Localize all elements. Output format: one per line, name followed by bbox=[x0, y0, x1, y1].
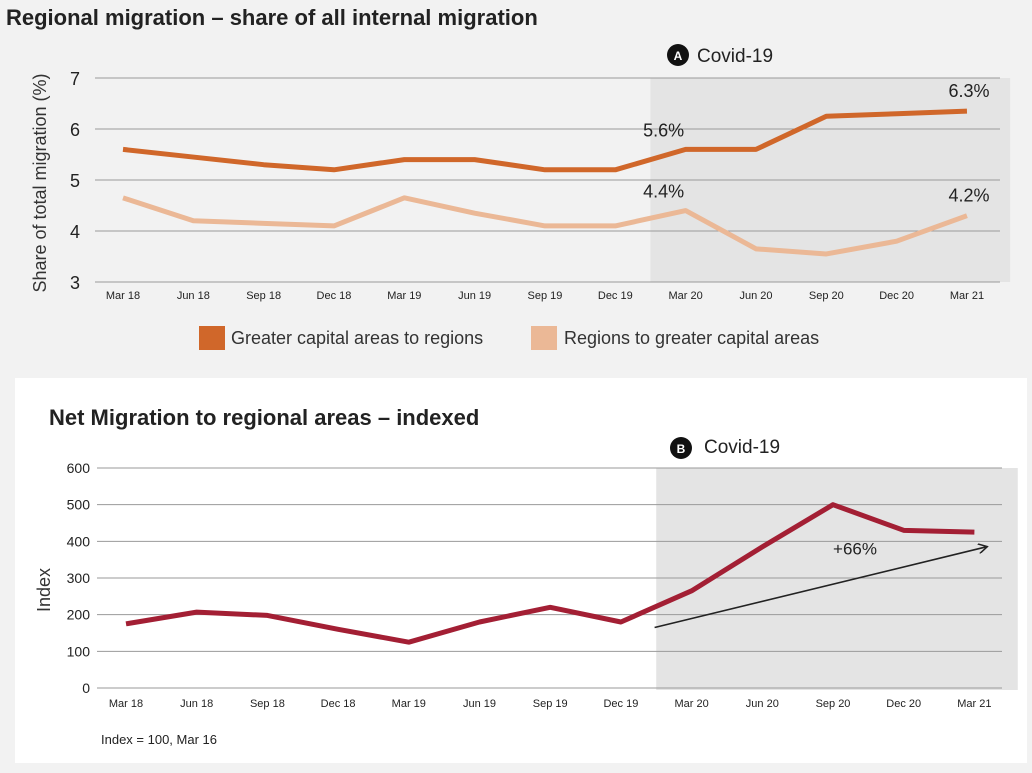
legend-label-regions-to-greater-capital: Regions to greater capital areas bbox=[564, 328, 819, 348]
x-tick-label: Dec 18 bbox=[317, 290, 352, 302]
trend-arrow bbox=[654, 547, 987, 629]
x-tick-label: Mar 21 bbox=[950, 290, 984, 302]
chart2-gridlines bbox=[97, 467, 1002, 689]
covid-badge-b bbox=[670, 437, 692, 459]
covid-badge-b-letter: B bbox=[677, 442, 686, 456]
covid-label-b: Covid-19 bbox=[704, 437, 780, 458]
chart2-y-axis-label: Index bbox=[34, 568, 54, 612]
x-tick-label: Jun 18 bbox=[177, 290, 210, 302]
x-tick-label: Mar 20 bbox=[669, 290, 703, 302]
y-tick-label: 6 bbox=[70, 120, 80, 140]
x-tick-label: Sep 18 bbox=[250, 698, 285, 710]
covid-badge-a-letter: A bbox=[674, 49, 683, 63]
x-tick-label: Dec 20 bbox=[886, 698, 921, 710]
data-label: 4.4% bbox=[643, 182, 684, 202]
x-tick-label: Mar 19 bbox=[387, 290, 421, 302]
x-tick-label: Mar 21 bbox=[957, 698, 991, 710]
x-tick-label: Sep 19 bbox=[533, 698, 568, 710]
y-tick-label: 200 bbox=[67, 607, 91, 623]
x-tick-label: Jun 20 bbox=[739, 290, 772, 302]
y-tick-label: 5 bbox=[70, 171, 80, 191]
chart2-y-axis: 600 500 400 300 200 100 0 bbox=[67, 460, 91, 696]
series-line-greater-capital-to-regions bbox=[122, 108, 968, 173]
y-tick-label: 300 bbox=[67, 570, 91, 586]
chart1-y-axis-label: Share of total migration (%) bbox=[30, 73, 50, 292]
x-tick-label: Jun 19 bbox=[463, 698, 496, 710]
data-label: 5.6% bbox=[643, 120, 684, 140]
chart1-title: Regional migration – share of all intern… bbox=[6, 5, 538, 30]
chart2-title: Net Migration to regional areas – indexe… bbox=[49, 405, 479, 430]
legend-swatch-greater-capital-to-regions bbox=[199, 326, 225, 350]
x-tick-label: Mar 18 bbox=[109, 698, 143, 710]
trend-label: +66% bbox=[833, 540, 877, 559]
legend-label-greater-capital-to-regions: Greater capital areas to regions bbox=[231, 328, 483, 348]
y-tick-label: 100 bbox=[67, 643, 91, 659]
series-line-regions-to-greater-capital bbox=[122, 195, 968, 257]
x-tick-label: Dec 20 bbox=[879, 290, 914, 302]
chart1-annotations: 5.6% 6.3% 4.4% 4.2% bbox=[643, 81, 989, 206]
y-tick-label: 7 bbox=[70, 69, 80, 89]
chart1-x-axis: Mar 18 Jun 18 Sep 18 Dec 18 Mar 19 Jun 19 Sep … bbox=[106, 290, 984, 302]
chart1-gridlines bbox=[95, 77, 1000, 283]
covid-label-a: Covid-19 bbox=[697, 46, 773, 67]
x-tick-label: Jun 18 bbox=[180, 698, 213, 710]
x-tick-label: Sep 20 bbox=[816, 698, 851, 710]
x-tick-label: Dec 19 bbox=[603, 698, 638, 710]
y-tick-label: 600 bbox=[67, 460, 91, 476]
net-migration-index-chart: Net Migration to regional areas – indexe… bbox=[15, 378, 1027, 763]
x-tick-label: Mar 19 bbox=[392, 698, 426, 710]
legend-swatch-regions-to-greater-capital bbox=[531, 326, 557, 350]
y-tick-label: 400 bbox=[67, 533, 91, 549]
x-tick-label: Dec 18 bbox=[321, 698, 356, 710]
y-tick-label: 3 bbox=[70, 273, 80, 293]
x-tick-label: Sep 19 bbox=[528, 290, 563, 302]
y-tick-label: 4 bbox=[70, 222, 80, 242]
chart2-x-axis: Mar 18 Jun 18 Sep 18 Dec 18 Mar 19 Jun 19 Sep … bbox=[109, 698, 992, 710]
covid-badge-a bbox=[667, 44, 689, 66]
data-label: 6.3% bbox=[948, 81, 989, 101]
x-tick-label: Jun 19 bbox=[458, 290, 491, 302]
x-tick-label: Sep 20 bbox=[809, 290, 844, 302]
chart2-footnote: Index = 100, Mar 16 bbox=[101, 732, 217, 747]
x-tick-label: Mar 18 bbox=[106, 290, 140, 302]
data-label: 4.2% bbox=[948, 186, 989, 206]
x-tick-label: Dec 19 bbox=[598, 290, 633, 302]
y-tick-label: 0 bbox=[82, 680, 90, 696]
x-tick-label: Sep 18 bbox=[246, 290, 281, 302]
x-tick-label: Mar 20 bbox=[674, 698, 708, 710]
x-tick-label: Jun 20 bbox=[746, 698, 779, 710]
share-migration-chart: Regional migration – share of all intern… bbox=[0, 0, 1032, 365]
chart1-y-axis: 7 6 5 4 3 bbox=[70, 69, 80, 293]
series-line-net-migration-index bbox=[125, 502, 975, 645]
y-tick-label: 500 bbox=[67, 497, 91, 513]
